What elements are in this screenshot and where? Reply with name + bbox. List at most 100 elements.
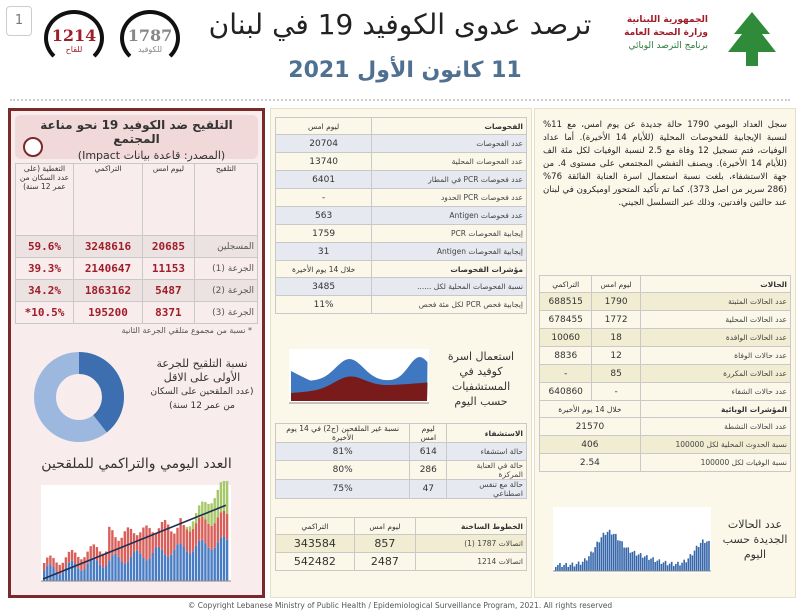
row-label: الجرعة (1) (193, 257, 259, 280)
dose3-bar (207, 503, 210, 524)
daily-cases-bar (675, 563, 677, 571)
vaccination-title: التلقيح ضد الكوفيد 19 نحو مناعة المجتمع (40, 118, 233, 146)
daily-cases-chart (553, 507, 711, 573)
caption-line: استعمال اسرة (447, 350, 515, 363)
dose2-bar (216, 517, 219, 543)
col-header: التغطية (على عدد السكان من عمر 12 سنة) (15, 163, 74, 236)
dose2-bar (213, 523, 216, 548)
daily-cases-bar (662, 562, 665, 571)
daily-cases-bar (592, 552, 594, 571)
dose1-bar (64, 567, 68, 581)
daily-cases-bar (648, 559, 650, 571)
caption-line: عدد الحالات (727, 518, 783, 531)
dose2-bar (185, 529, 188, 552)
dose1-bar (151, 552, 154, 581)
dose1-bar (105, 565, 108, 581)
cell: 8371 (142, 301, 195, 324)
dose1-bar (173, 549, 176, 581)
cell: 11153 (142, 257, 195, 280)
syringe-icon (23, 137, 43, 157)
table-row: عدد الحالات المحلية 1772 678455 (538, 310, 792, 329)
cell: 85 (591, 364, 641, 383)
dose1-bar (145, 560, 148, 581)
daily-cases-bar (586, 560, 588, 571)
dose1-bar (222, 536, 226, 581)
dose3-bar (210, 503, 213, 526)
daily-cases-bar (565, 562, 567, 571)
dose1-bar (86, 563, 89, 581)
dose2-bar (210, 525, 213, 550)
donut-dose1-slice (34, 352, 124, 442)
daily-cases-bar (575, 564, 578, 571)
daily-cases-bar (706, 541, 708, 571)
cell: 614 (409, 442, 448, 461)
dose2-bar (74, 552, 77, 564)
dose1-bar (179, 543, 182, 581)
cell: 47 (409, 479, 448, 499)
col-header: التراكمي (73, 163, 143, 236)
row-label: المسجلين (193, 235, 259, 258)
table-row: عدد فحوصات PCR في المطار 6401 (274, 170, 527, 189)
col-header: الحالات (639, 275, 792, 293)
row-label: حالة مع تنفس اصطناعي (446, 479, 527, 499)
caption-line: كوفيد في (459, 365, 503, 378)
daily-cases-bar (660, 563, 663, 571)
col-header: مؤشرات الفحوصات (371, 260, 527, 278)
dose2-bar (58, 564, 61, 575)
cell: 2140647 (73, 257, 143, 280)
dose1-bar (157, 546, 161, 581)
daily-cases-bar (567, 566, 570, 571)
daily-caption: عدد الحالات الجديدة حسب اليوم (719, 517, 791, 562)
dose2-bar (145, 525, 148, 561)
dose2-bar (160, 521, 164, 550)
donut-chart (34, 352, 124, 442)
hotline-label: للقاح (65, 45, 83, 54)
dose1-bar (154, 548, 157, 581)
caption-line: (عدد الملقحين على السكان (150, 387, 254, 397)
dose3-bar (204, 501, 207, 520)
dose1-bar (55, 571, 58, 581)
col-header: خلال 14 يوم الأخيرة (539, 400, 641, 418)
cedar-logo-icon (728, 12, 776, 66)
table-row: نسبة الحدوث المحلية لكل 100000 406 (539, 435, 792, 454)
dose2-bar (89, 546, 92, 559)
table-row: عدد الحالات النشطة 21570 (539, 417, 792, 436)
row-label: عدد الحالات المكررة (639, 364, 792, 383)
dose1-bar (191, 551, 195, 581)
daily-cases-bar (668, 563, 671, 571)
daily-cases-bar (617, 540, 619, 571)
vaccination-daily-chart (41, 481, 231, 582)
caption-line: حسب اليوم (454, 395, 508, 408)
daily-cases-bar (608, 529, 611, 571)
daily-cases-bar (695, 545, 698, 571)
hotline-number: 1214 (51, 26, 97, 45)
dose3-bar (194, 513, 198, 524)
daily-cases-bar (704, 542, 706, 571)
row-label: عدد الحالات المثبتة (639, 292, 792, 311)
dose2-bar (167, 524, 170, 557)
daily-cases-bar (683, 559, 685, 571)
dose2-bar (139, 532, 142, 554)
daily-cases-bar (596, 541, 598, 571)
dose3-bar (219, 482, 223, 513)
daily-cases-bar (629, 552, 632, 571)
dose1-bar (188, 553, 192, 581)
daily-cases-bar (685, 562, 688, 571)
col-header: ليوم امس (274, 117, 373, 135)
dose2-bar (108, 526, 111, 561)
cell: 563 (274, 206, 373, 225)
cell: 39.3% (15, 257, 74, 280)
table-row: إيجابية فحص PCR لكل مئة فحص 11% (274, 295, 527, 314)
dose1-bar (207, 547, 210, 581)
dose1-bar (108, 560, 111, 581)
daily-cases-bar (664, 560, 667, 571)
daily-cases-bar (621, 541, 623, 571)
dose2-bar (80, 559, 83, 571)
dose2-bar (198, 517, 201, 541)
daily-cases-bar (679, 565, 681, 571)
dose2-bar (225, 513, 229, 540)
daily-cases-bar (658, 559, 661, 571)
dose1-bar (129, 556, 133, 581)
daily-cases-bar (619, 540, 621, 571)
row-label: حالة في العناية المركزة (446, 460, 527, 480)
